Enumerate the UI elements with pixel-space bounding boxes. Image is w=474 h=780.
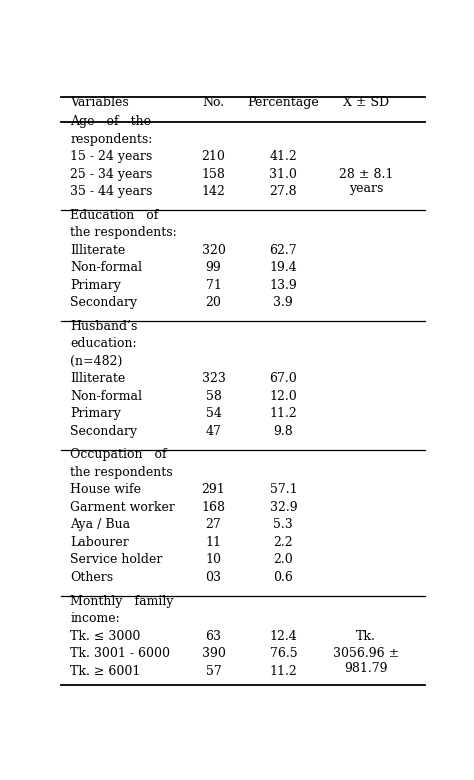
Text: 71: 71 bbox=[206, 278, 221, 292]
Text: 11.2: 11.2 bbox=[269, 407, 297, 420]
Text: No.: No. bbox=[202, 96, 225, 109]
Text: 0.6: 0.6 bbox=[273, 571, 293, 584]
Text: 168: 168 bbox=[201, 501, 226, 514]
Text: 57: 57 bbox=[206, 665, 221, 678]
Text: 2.2: 2.2 bbox=[273, 536, 293, 549]
Text: Garment worker: Garment worker bbox=[70, 501, 175, 514]
Text: education:: education: bbox=[70, 337, 137, 350]
Text: 13.9: 13.9 bbox=[269, 278, 297, 292]
Text: 28 ± 8.1: 28 ± 8.1 bbox=[339, 168, 393, 180]
Text: 10: 10 bbox=[206, 553, 221, 566]
Text: Non-formal: Non-formal bbox=[70, 390, 142, 402]
Text: 15 - 24 years: 15 - 24 years bbox=[70, 150, 153, 163]
Text: 3.9: 3.9 bbox=[273, 296, 293, 309]
Text: 27.8: 27.8 bbox=[270, 185, 297, 198]
Text: 99: 99 bbox=[206, 261, 221, 274]
Text: 9.8: 9.8 bbox=[273, 425, 293, 438]
Text: Labourer: Labourer bbox=[70, 536, 129, 549]
Text: Tk. ≤ 3000: Tk. ≤ 3000 bbox=[70, 629, 141, 643]
Text: income:: income: bbox=[70, 612, 120, 625]
Text: the respondents:: the respondents: bbox=[70, 226, 177, 239]
Text: 76.5: 76.5 bbox=[270, 647, 297, 660]
Text: Primary: Primary bbox=[70, 278, 121, 292]
Text: 320: 320 bbox=[201, 243, 226, 257]
Text: Aya / Bua: Aya / Bua bbox=[70, 519, 130, 531]
Text: years: years bbox=[349, 183, 383, 196]
Text: 47: 47 bbox=[206, 425, 221, 438]
Text: Primary: Primary bbox=[70, 407, 121, 420]
Text: Secondary: Secondary bbox=[70, 425, 137, 438]
Text: 63: 63 bbox=[206, 629, 221, 643]
Text: 32.9: 32.9 bbox=[270, 501, 297, 514]
Text: 11: 11 bbox=[206, 536, 221, 549]
Text: the respondents: the respondents bbox=[70, 466, 173, 479]
Text: Tk.: Tk. bbox=[356, 629, 376, 643]
Text: 57.1: 57.1 bbox=[270, 484, 297, 496]
Text: 158: 158 bbox=[201, 168, 226, 180]
Text: 62.7: 62.7 bbox=[270, 243, 297, 257]
Text: Monthly   family: Monthly family bbox=[70, 594, 174, 608]
Text: 12.4: 12.4 bbox=[269, 629, 297, 643]
Text: Tk. ≥ 6001: Tk. ≥ 6001 bbox=[70, 665, 141, 678]
Text: respondents:: respondents: bbox=[70, 133, 153, 146]
Text: 3056.96 ±: 3056.96 ± bbox=[333, 647, 399, 660]
Text: 11.2: 11.2 bbox=[269, 665, 297, 678]
Text: Service holder: Service holder bbox=[70, 553, 163, 566]
Text: 35 - 44 years: 35 - 44 years bbox=[70, 185, 153, 198]
Text: 981.79: 981.79 bbox=[344, 662, 388, 675]
Text: Illiterate: Illiterate bbox=[70, 243, 126, 257]
Text: X̅ ± SD: X̅ ± SD bbox=[343, 96, 389, 109]
Text: 25 - 34 years: 25 - 34 years bbox=[70, 168, 153, 180]
Text: Secondary: Secondary bbox=[70, 296, 137, 309]
Text: (n=482): (n=482) bbox=[70, 355, 123, 368]
Text: 19.4: 19.4 bbox=[269, 261, 297, 274]
Text: Education   of: Education of bbox=[70, 209, 159, 222]
Text: 12.0: 12.0 bbox=[269, 390, 297, 402]
Text: 31.0: 31.0 bbox=[269, 168, 297, 180]
Text: Non-formal: Non-formal bbox=[70, 261, 142, 274]
Text: Others: Others bbox=[70, 571, 113, 584]
Text: House wife: House wife bbox=[70, 484, 141, 496]
Text: 58: 58 bbox=[206, 390, 221, 402]
Text: 390: 390 bbox=[201, 647, 226, 660]
Text: 323: 323 bbox=[201, 372, 226, 385]
Text: 27: 27 bbox=[206, 519, 221, 531]
Text: Occupation   of: Occupation of bbox=[70, 448, 167, 462]
Text: Illiterate: Illiterate bbox=[70, 372, 126, 385]
Text: 142: 142 bbox=[201, 185, 226, 198]
Text: Age   of   the: Age of the bbox=[70, 115, 151, 128]
Text: 5.3: 5.3 bbox=[273, 519, 293, 531]
Text: Husband’s: Husband’s bbox=[70, 320, 137, 333]
Text: 20: 20 bbox=[206, 296, 221, 309]
Text: Variables: Variables bbox=[70, 96, 129, 109]
Text: Percentage: Percentage bbox=[247, 96, 319, 109]
Text: 210: 210 bbox=[201, 150, 226, 163]
Text: 291: 291 bbox=[201, 484, 226, 496]
Text: 41.2: 41.2 bbox=[269, 150, 297, 163]
Text: 67.0: 67.0 bbox=[269, 372, 297, 385]
Text: Tk. 3001 - 6000: Tk. 3001 - 6000 bbox=[70, 647, 170, 660]
Text: 03: 03 bbox=[206, 571, 221, 584]
Text: 2.0: 2.0 bbox=[273, 553, 293, 566]
Text: 54: 54 bbox=[206, 407, 221, 420]
